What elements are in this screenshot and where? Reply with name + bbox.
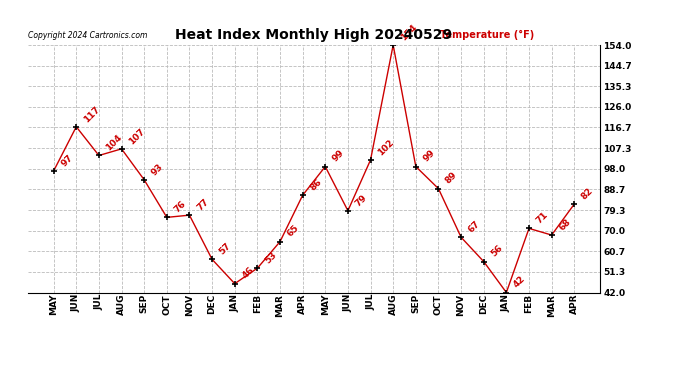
Title: Heat Index Monthly High 20240529: Heat Index Monthly High 20240529 <box>175 28 453 42</box>
Text: 99: 99 <box>331 148 346 164</box>
Text: 76: 76 <box>172 199 188 214</box>
Text: 86: 86 <box>308 177 324 192</box>
Text: 53: 53 <box>263 250 278 266</box>
Text: 104: 104 <box>104 133 124 153</box>
Text: 82: 82 <box>580 186 595 201</box>
Text: 107: 107 <box>127 126 147 146</box>
Text: 79: 79 <box>353 193 369 208</box>
Text: 65: 65 <box>286 224 301 239</box>
Text: 56: 56 <box>489 244 504 259</box>
Text: 57: 57 <box>217 241 233 256</box>
Text: Copyright 2024 Cartronics.com: Copyright 2024 Cartronics.com <box>28 31 147 40</box>
Text: 102: 102 <box>376 138 395 157</box>
Text: 93: 93 <box>150 162 165 177</box>
Text: 89: 89 <box>444 171 460 186</box>
Text: 42: 42 <box>512 274 527 290</box>
Text: 71: 71 <box>535 210 550 226</box>
Text: 97: 97 <box>59 153 75 168</box>
Text: 68: 68 <box>558 217 573 232</box>
Text: 77: 77 <box>195 197 210 212</box>
Text: 99: 99 <box>422 148 437 164</box>
Text: 67: 67 <box>466 219 482 234</box>
Text: 46: 46 <box>240 266 255 281</box>
Text: Temperature (°F): Temperature (°F) <box>440 30 534 40</box>
Text: 117: 117 <box>82 104 101 124</box>
Text: 154: 154 <box>399 22 418 42</box>
